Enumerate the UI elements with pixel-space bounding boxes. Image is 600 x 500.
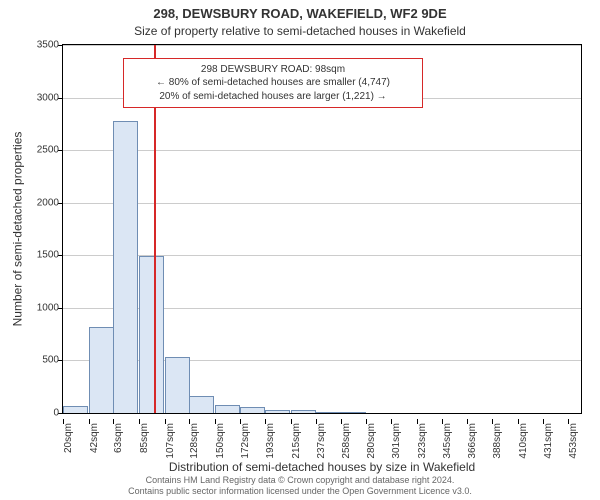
ytick-label: 2500 — [19, 145, 59, 156]
xtick-label: 42sqm — [89, 423, 100, 453]
histogram-bar — [316, 412, 341, 413]
chart-container: 298, DEWSBURY ROAD, WAKEFIELD, WF2 9DE S… — [0, 0, 600, 500]
xtick-label: 366sqm — [467, 423, 478, 459]
xtick-label: 193sqm — [265, 423, 276, 459]
xtick-label: 323sqm — [417, 423, 428, 459]
xtick-label: 107sqm — [165, 423, 176, 459]
footer-line-1: Contains HM Land Registry data © Crown c… — [0, 475, 600, 485]
xtick-label: 20sqm — [63, 423, 74, 453]
xtick-label: 172sqm — [240, 423, 251, 459]
xtick-label: 128sqm — [189, 423, 200, 459]
histogram-bar — [189, 396, 214, 413]
xtick-label: 237sqm — [316, 423, 327, 459]
chart-subtitle: Size of property relative to semi-detach… — [0, 24, 600, 38]
xtick-label: 431sqm — [543, 423, 554, 459]
histogram-bar — [215, 405, 240, 413]
xtick-label: 345sqm — [442, 423, 453, 459]
gridline — [63, 150, 581, 151]
ytick-label: 1000 — [19, 302, 59, 313]
ytick-label: 3000 — [19, 92, 59, 103]
histogram-bar — [165, 357, 190, 413]
xtick-label: 453sqm — [568, 423, 579, 459]
x-axis-label: Distribution of semi-detached houses by … — [62, 460, 582, 474]
ytick-label: 3500 — [19, 40, 59, 51]
ytick-label: 2000 — [19, 197, 59, 208]
xtick-label: 280sqm — [366, 423, 377, 459]
histogram-bar — [113, 121, 138, 413]
histogram-bar — [291, 410, 316, 413]
xtick-label: 410sqm — [518, 423, 529, 459]
xtick-label: 150sqm — [215, 423, 226, 459]
ytick-label: 1500 — [19, 250, 59, 261]
xtick-label: 388sqm — [492, 423, 503, 459]
annotation-line: 298 DEWSBURY ROAD: 98sqm — [132, 63, 414, 77]
xtick-label: 301sqm — [391, 423, 402, 459]
chart-footer: Contains HM Land Registry data © Crown c… — [0, 475, 600, 496]
footer-line-2: Contains public sector information licen… — [0, 486, 600, 496]
histogram-bar — [265, 410, 290, 413]
histogram-bar — [89, 327, 114, 413]
gridline — [63, 45, 581, 46]
ytick-label: 0 — [19, 408, 59, 419]
plot-area: 050010001500200025003000350020sqm42sqm63… — [62, 44, 582, 414]
annotation-box: 298 DEWSBURY ROAD: 98sqm← 80% of semi-de… — [123, 58, 423, 109]
histogram-bar — [139, 256, 164, 413]
histogram-bar — [240, 407, 265, 413]
histogram-bar — [63, 406, 88, 413]
xtick-label: 85sqm — [139, 423, 150, 453]
chart-title-main: 298, DEWSBURY ROAD, WAKEFIELD, WF2 9DE — [0, 6, 600, 21]
gridline — [63, 203, 581, 204]
histogram-bar — [341, 412, 366, 413]
xtick-label: 258sqm — [341, 423, 352, 459]
annotation-line: ← 80% of semi-detached houses are smalle… — [132, 76, 414, 90]
xtick-label: 215sqm — [291, 423, 302, 459]
annotation-line: 20% of semi-detached houses are larger (… — [132, 90, 414, 104]
ytick-label: 500 — [19, 355, 59, 366]
xtick-label: 63sqm — [113, 423, 124, 453]
